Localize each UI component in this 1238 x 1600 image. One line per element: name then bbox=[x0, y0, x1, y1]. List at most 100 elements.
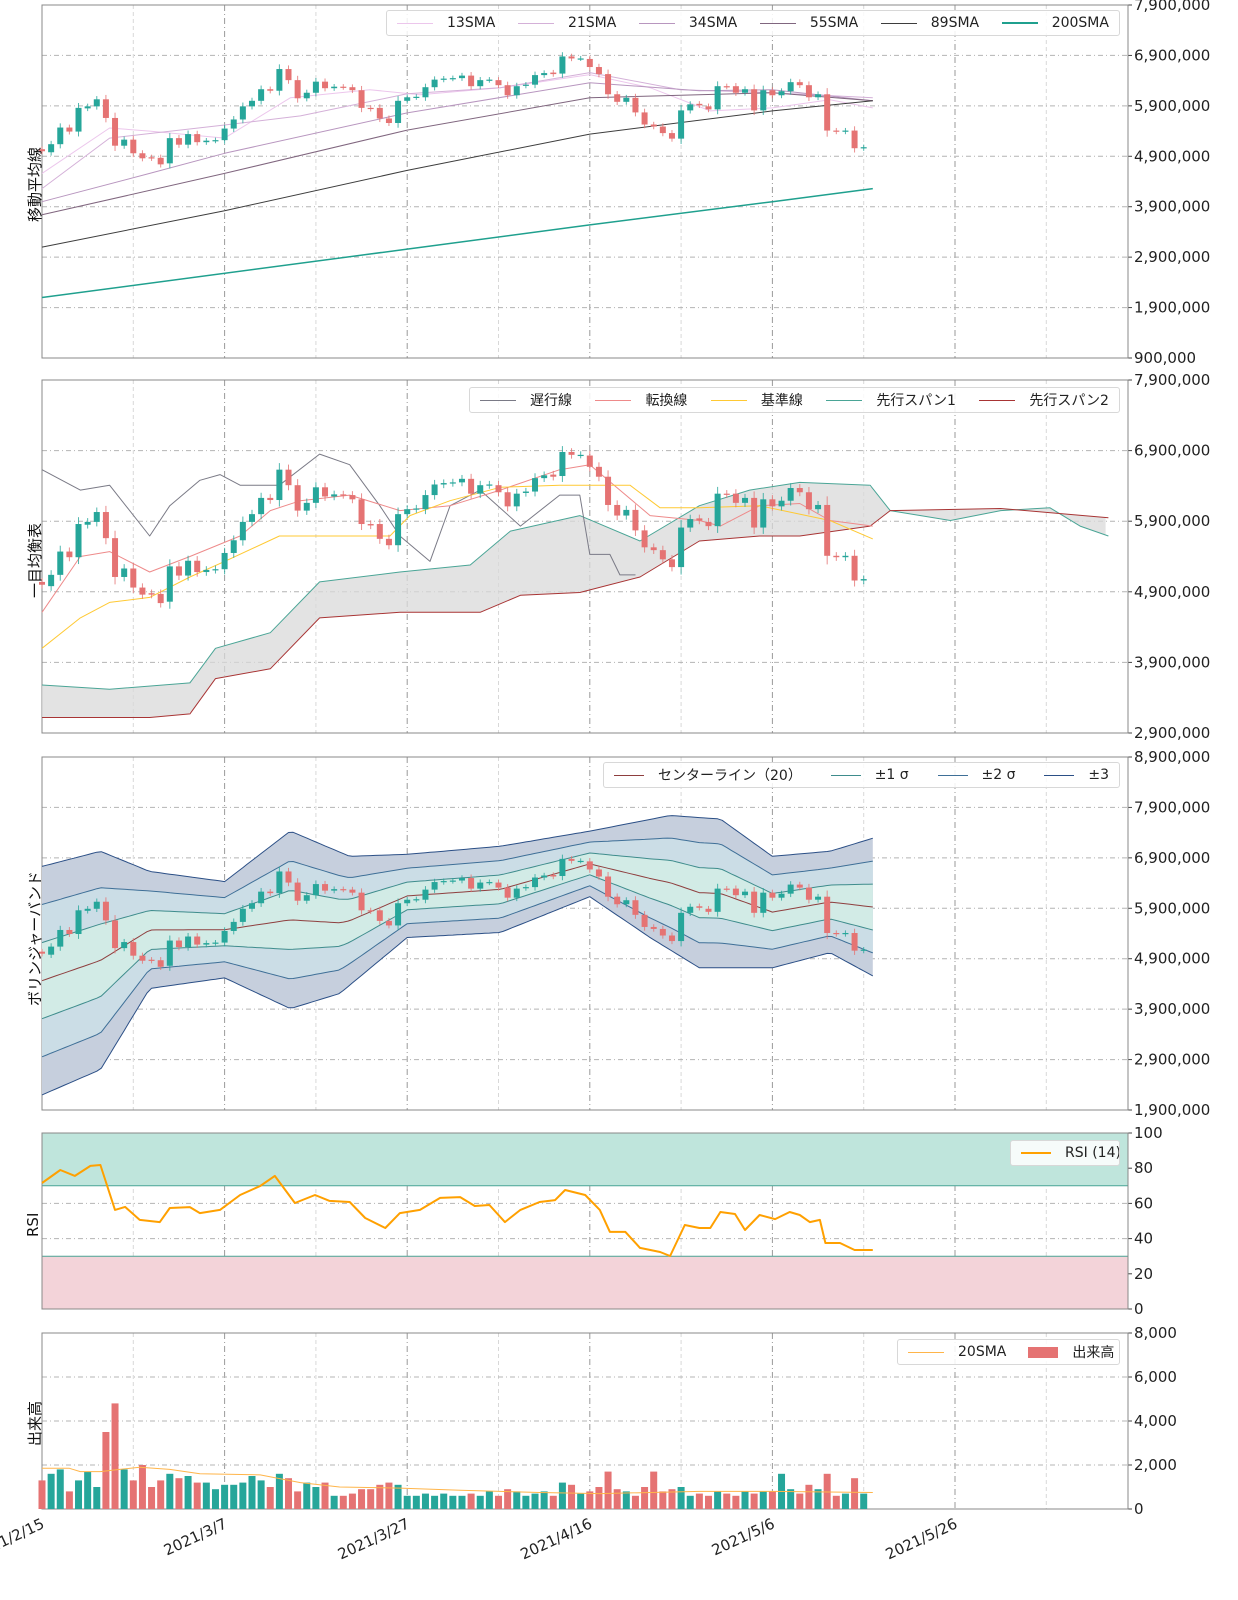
volume-bar bbox=[440, 1493, 448, 1509]
volume-bar bbox=[467, 1493, 475, 1509]
legend-item-sma34: 34SMA bbox=[638, 15, 737, 31]
volume-bar bbox=[558, 1482, 566, 1509]
volume-bar bbox=[239, 1482, 247, 1509]
candle-down bbox=[112, 117, 119, 146]
candle-up bbox=[778, 893, 785, 898]
candle-up bbox=[121, 568, 128, 577]
candle-up bbox=[860, 579, 867, 581]
legend-line-icon bbox=[908, 1351, 944, 1353]
candle-down bbox=[851, 130, 858, 149]
x-tick-label: 2021/2/15 bbox=[0, 1515, 47, 1564]
ichimoku-panel: 2,900,000 3,900,000 4,900,000 5,900,000 6,90… bbox=[41, 371, 1210, 742]
legend-line-icon bbox=[826, 399, 863, 401]
volume-bar bbox=[732, 1495, 740, 1509]
candle-up bbox=[422, 889, 429, 900]
candle-down bbox=[376, 910, 383, 921]
candle-down bbox=[148, 157, 155, 159]
candle-down bbox=[696, 906, 703, 908]
volume-bar bbox=[641, 1487, 649, 1509]
candle-down bbox=[112, 920, 119, 949]
chikou-line bbox=[41, 453, 636, 576]
volume-bar bbox=[412, 1495, 420, 1509]
legend-label: 13SMA bbox=[447, 15, 496, 31]
candle-up bbox=[248, 903, 255, 909]
sma200-line bbox=[41, 187, 873, 299]
volume-bar bbox=[522, 1495, 530, 1509]
candle-up bbox=[431, 484, 438, 496]
candle-down bbox=[550, 474, 557, 477]
candle-up bbox=[541, 875, 548, 878]
candle-up bbox=[623, 97, 630, 102]
volume-bar bbox=[476, 1495, 484, 1509]
candle-up bbox=[522, 491, 529, 493]
legend-label: 89SMA bbox=[930, 15, 980, 31]
legend-item-2sigma: ±2 σ bbox=[937, 767, 1015, 783]
legend-line-icon bbox=[638, 22, 675, 24]
candle-up bbox=[486, 79, 493, 81]
candle-up bbox=[121, 139, 128, 146]
candle-down bbox=[194, 560, 201, 573]
volume-bar bbox=[348, 1493, 356, 1509]
candle-down bbox=[696, 103, 703, 106]
y-tick-label: 2,000 bbox=[1134, 1456, 1177, 1474]
candle-up bbox=[166, 940, 173, 966]
candle-up bbox=[815, 896, 822, 900]
candle-down bbox=[285, 871, 292, 883]
candle-down bbox=[641, 530, 648, 548]
candle-up bbox=[57, 929, 64, 947]
candle-down bbox=[659, 550, 666, 560]
y-tick-label: 2,900,000 bbox=[1134, 248, 1210, 266]
candle-down bbox=[595, 869, 602, 877]
candle-down bbox=[385, 920, 392, 926]
volume-bar bbox=[695, 1493, 703, 1509]
candle-up bbox=[522, 84, 529, 86]
candle-down bbox=[376, 107, 383, 119]
candle-down bbox=[632, 97, 639, 113]
volume-bar bbox=[787, 1489, 795, 1509]
volume-bar bbox=[568, 1484, 576, 1509]
candle-up bbox=[331, 494, 338, 497]
candle-up bbox=[239, 106, 246, 120]
y-tick-label: 4,900,000 bbox=[1134, 583, 1210, 601]
candle-up bbox=[787, 884, 794, 894]
legend-bar-icon bbox=[1028, 1346, 1059, 1358]
volume-bar bbox=[604, 1471, 612, 1509]
volume-bar bbox=[339, 1495, 347, 1509]
candle-up bbox=[185, 936, 192, 948]
candle-down bbox=[322, 81, 329, 89]
ichimoku-candles bbox=[39, 446, 867, 609]
bollinger-panel: 1,900,000 2,900,000 3,900,000 4,900,000 5,90… bbox=[41, 748, 1210, 1119]
candle-up bbox=[541, 73, 548, 76]
volume-bar bbox=[129, 1480, 137, 1509]
legend-line-icon bbox=[830, 774, 861, 776]
candle-down bbox=[157, 593, 164, 604]
candle-up bbox=[212, 942, 219, 944]
candle-down bbox=[358, 892, 365, 911]
candle-up bbox=[93, 512, 100, 522]
volume-bar bbox=[275, 1473, 283, 1509]
candle-up bbox=[458, 878, 465, 881]
legend-item-3sigma: ±3 bbox=[1044, 767, 1109, 783]
bollinger-legend: センターライン（20） ±1 σ ±2 σ ±3 bbox=[603, 762, 1120, 788]
volume-bar bbox=[686, 1495, 694, 1509]
candle-up bbox=[185, 560, 192, 576]
volume-bar bbox=[330, 1495, 338, 1509]
volume-bar bbox=[285, 1478, 293, 1509]
candle-down bbox=[586, 455, 593, 467]
volume-bar bbox=[796, 1493, 804, 1509]
candle-up bbox=[230, 119, 237, 129]
candle-down bbox=[102, 99, 109, 118]
candle-down bbox=[805, 85, 812, 98]
candle-down bbox=[668, 559, 675, 568]
legend-label: 出来高 bbox=[1072, 1345, 1115, 1361]
legend-label: 先行スパン2 bbox=[1029, 393, 1109, 409]
candle-down bbox=[66, 551, 73, 558]
candle-down bbox=[130, 139, 137, 154]
y-tick-label: 900,000 bbox=[1134, 349, 1196, 367]
candle-down bbox=[632, 509, 639, 531]
bb-plus-2sigma-line bbox=[41, 837, 873, 905]
legend-item-span2: 先行スパン2 bbox=[979, 390, 1109, 410]
candle-up bbox=[57, 127, 64, 145]
candle-up bbox=[312, 884, 319, 896]
